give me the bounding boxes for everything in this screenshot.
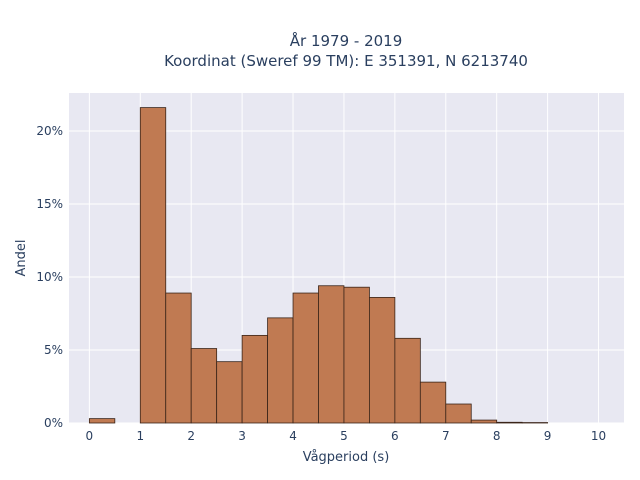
x-tick-label: 8: [493, 429, 501, 443]
histogram-bar-11: [394, 337, 421, 424]
y-tick-label: 10%: [36, 270, 63, 284]
histogram-bar-1: [139, 107, 167, 424]
histogram-bar-6: [267, 317, 294, 424]
x-axis-title: Vågperiod (s): [303, 450, 390, 465]
histogram-bar-5: [241, 334, 268, 424]
histogram-bar-7: [292, 292, 319, 424]
histogram-bar-4: [216, 361, 243, 424]
x-tick-label: 6: [391, 429, 399, 443]
x-tick-label: 0: [86, 429, 94, 443]
x-tick-label: 2: [187, 429, 195, 443]
y-tick-label: 15%: [36, 197, 63, 211]
y-tick-label: 20%: [36, 124, 63, 138]
chart-title-line-2: Koordinat (Sweref 99 TM): E 351391, N 62…: [164, 52, 528, 70]
x-tick-label: 10: [591, 429, 606, 443]
histogram-bar-12: [419, 381, 447, 424]
x-tick-label: 4: [289, 429, 297, 443]
histogram-bar-14: [470, 419, 498, 424]
histogram-bar-3: [190, 348, 218, 424]
histogram-bar-0: [88, 418, 116, 424]
y-axis-title: Andel: [14, 240, 29, 277]
chart-title-line-1: År 1979 - 2019: [290, 31, 403, 50]
x-tick-label: 3: [238, 429, 246, 443]
y-tick-label: 5%: [44, 343, 63, 357]
histogram-bar-15: [496, 421, 523, 424]
bars: [88, 107, 549, 424]
histogram-bar-8: [318, 285, 345, 424]
y-tick-label: 0%: [44, 416, 63, 430]
x-tick-label: 1: [136, 429, 144, 443]
histogram-bar-10: [369, 297, 396, 424]
x-tick-label: 7: [442, 429, 450, 443]
histogram-bar-2: [165, 292, 192, 424]
x-axis-ticks: 0 1 2 3 4 5 6 7 8 9 10: [86, 429, 607, 443]
y-axis-ticks: 0% 5% 10% 15% 20%: [36, 124, 63, 430]
x-tick-label: 5: [340, 429, 348, 443]
x-tick-label: 9: [544, 429, 552, 443]
histogram-bar-13: [445, 403, 472, 424]
histogram-bar-9: [343, 286, 370, 424]
